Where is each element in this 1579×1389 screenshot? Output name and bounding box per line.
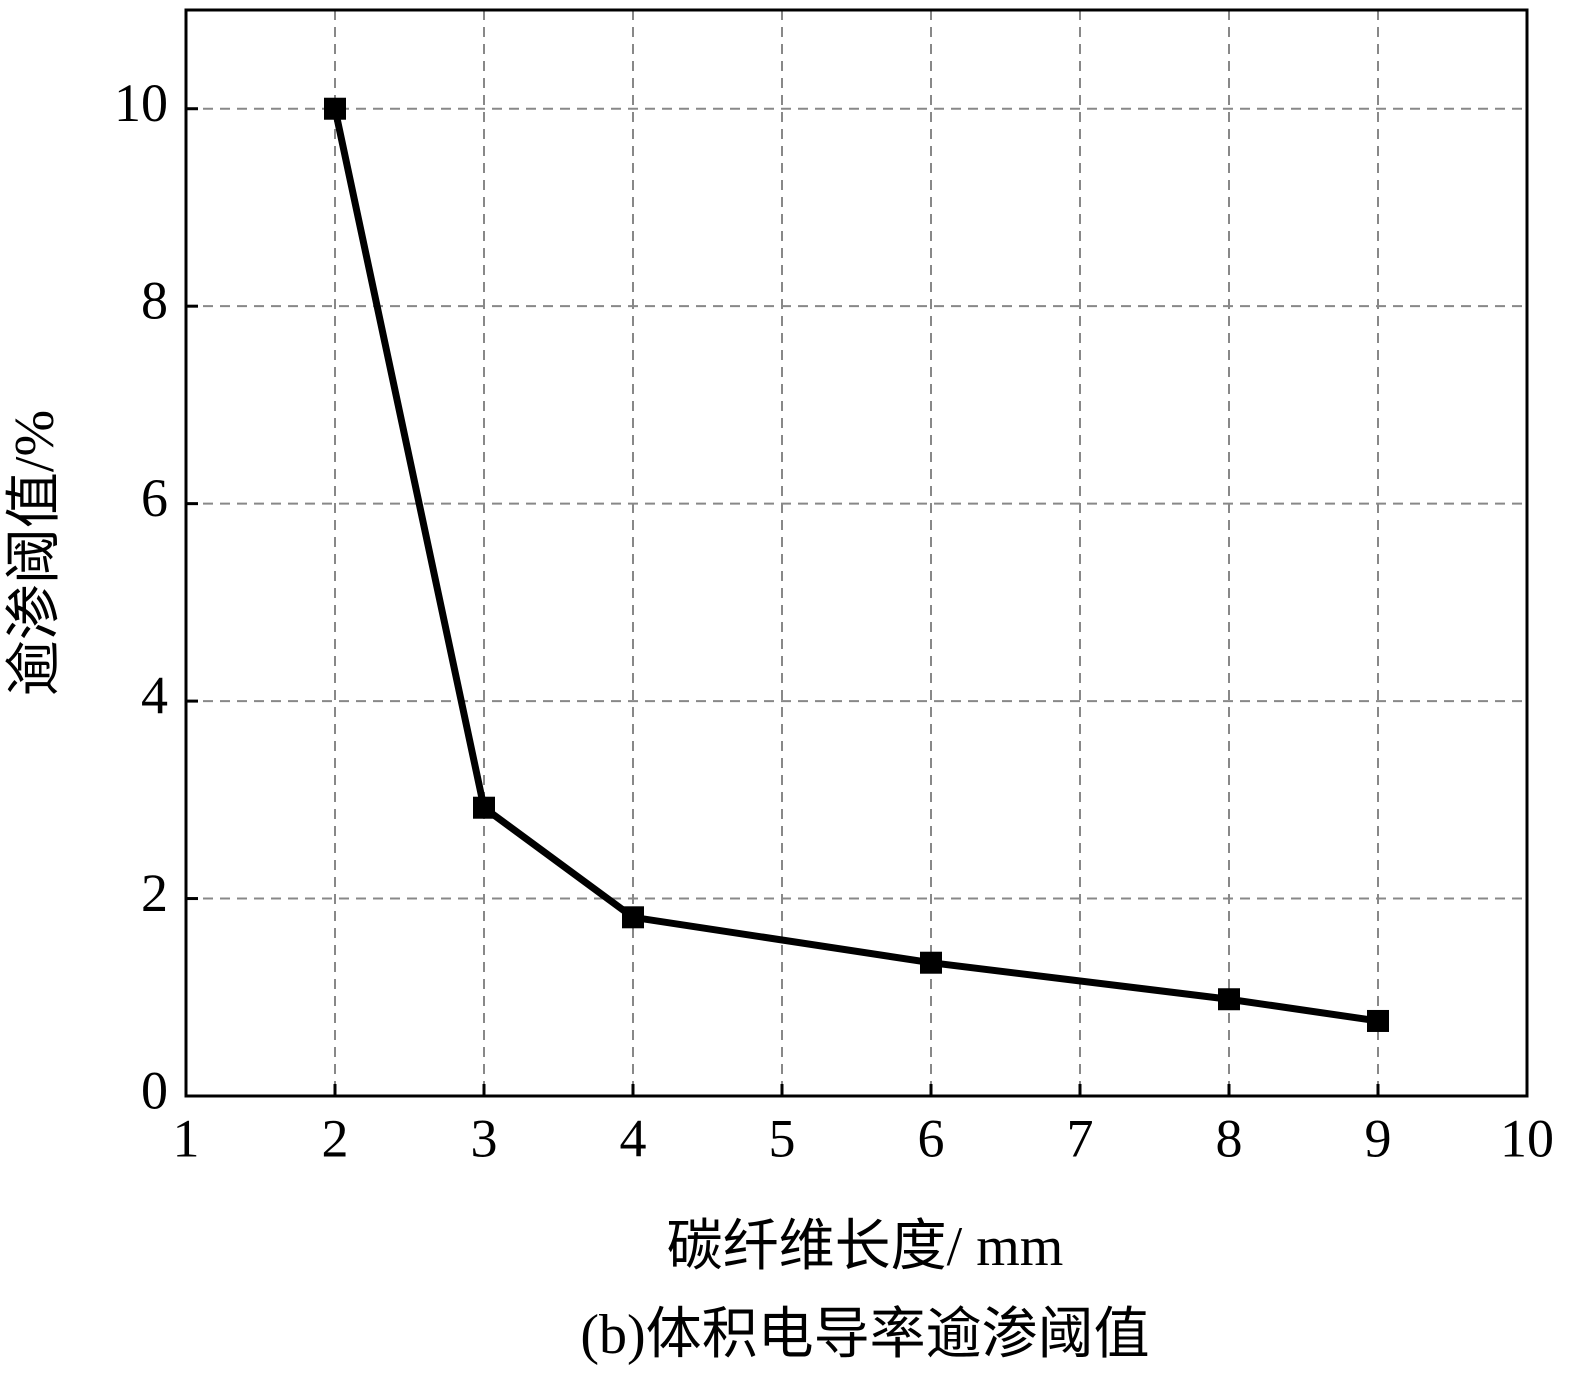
x-tick-label: 4	[620, 1108, 647, 1168]
x-axis-label: 碳纤维长度/ mm	[667, 1216, 1064, 1278]
y-tick-label: 4	[141, 665, 168, 725]
data-line	[331, 107, 1379, 1025]
x-tick-label: 9	[1365, 1108, 1392, 1168]
y-tick-label: 2	[141, 863, 168, 923]
data-point	[920, 951, 942, 974]
x-tick-label: 6	[918, 1108, 945, 1168]
data-point	[324, 97, 346, 120]
data-point	[473, 796, 495, 819]
x-tick-label: 1	[173, 1108, 200, 1168]
y-tick-label: 6	[141, 468, 168, 528]
x-tick-label: 7	[1067, 1108, 1094, 1168]
x-tick-label: 8	[1216, 1108, 1243, 1168]
y-tick-label: 0	[141, 1060, 168, 1120]
data-point	[1367, 1009, 1389, 1032]
data-point	[622, 906, 644, 929]
y-tick-label: 10	[114, 73, 168, 133]
y-tick-label: 8	[141, 271, 168, 331]
x-tick-label: 10	[1500, 1108, 1554, 1168]
y-axis-label: 逾渗阈值/%	[4, 410, 66, 696]
chart-title: (b)体积电导率逾渗阈值	[580, 1304, 1149, 1366]
data-point	[1218, 988, 1240, 1011]
x-tick-label: 5	[769, 1108, 796, 1168]
plot-frame	[184, 8, 1529, 1098]
x-tick-label: 3	[471, 1108, 498, 1168]
x-tick-label: 2	[322, 1108, 349, 1168]
